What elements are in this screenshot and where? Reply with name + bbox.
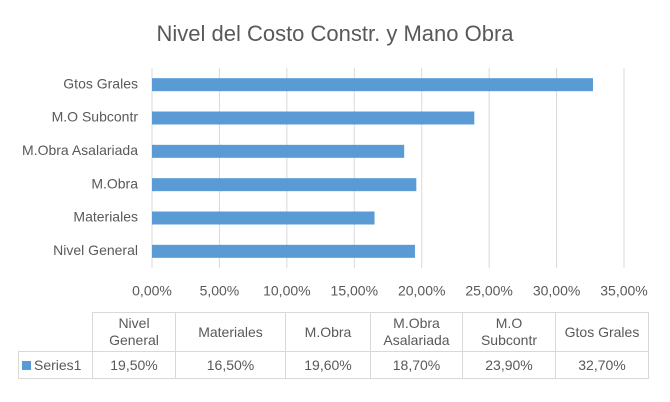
table-header: Gtos Grales: [555, 312, 649, 352]
y-tick-label: Gtos Grales: [63, 75, 138, 91]
y-tick-label: Nivel General: [53, 242, 138, 258]
table-header: M.Obra Asalariada: [370, 312, 463, 352]
table-value: 23,90%: [462, 351, 556, 379]
y-tick-label: M.O Subcontr: [52, 109, 139, 125]
table-header: Nivel General: [92, 312, 176, 352]
x-tick-label: 20,00%: [398, 283, 445, 299]
x-tick-label: 30,00%: [533, 283, 580, 299]
x-tick-label: 35,00%: [600, 283, 647, 299]
legend-label: Series1: [34, 356, 82, 373]
table-header: M.O Subcontr: [462, 312, 556, 352]
legend-cell: Series1: [18, 351, 93, 379]
chart-title: Nivel del Costo Constr. y Mano Obra: [156, 21, 514, 46]
bar: [152, 111, 475, 125]
table-header: M.Obra: [285, 312, 371, 352]
x-tick-label: 15,00%: [331, 283, 378, 299]
table-value: 32,70%: [555, 351, 649, 379]
table-header: Materiales: [175, 312, 286, 352]
x-tick-label: 25,00%: [465, 283, 512, 299]
y-tick-label: Materiales: [73, 209, 138, 225]
blank-cell: [18, 312, 93, 352]
x-tick-label: 0,00%: [132, 283, 172, 299]
table-value: 19,60%: [285, 351, 371, 379]
bar: [152, 144, 405, 158]
x-tick-label: 5,00%: [200, 283, 240, 299]
legend-swatch: [22, 361, 31, 371]
table-value: 18,70%: [370, 351, 463, 379]
bar: [152, 211, 375, 225]
data-table: Nivel General Materiales M.Obra M.Obra Asal…: [18, 312, 649, 379]
bar: [152, 78, 593, 92]
bar: [152, 244, 415, 258]
y-tick-label: M.Obra Asalariada: [22, 142, 138, 158]
bar: [152, 178, 417, 192]
x-tick-label: 10,00%: [263, 283, 310, 299]
table-value: 16,50%: [175, 351, 286, 379]
table-value: 19,50%: [92, 351, 176, 379]
y-tick-label: M.Obra: [91, 175, 138, 191]
